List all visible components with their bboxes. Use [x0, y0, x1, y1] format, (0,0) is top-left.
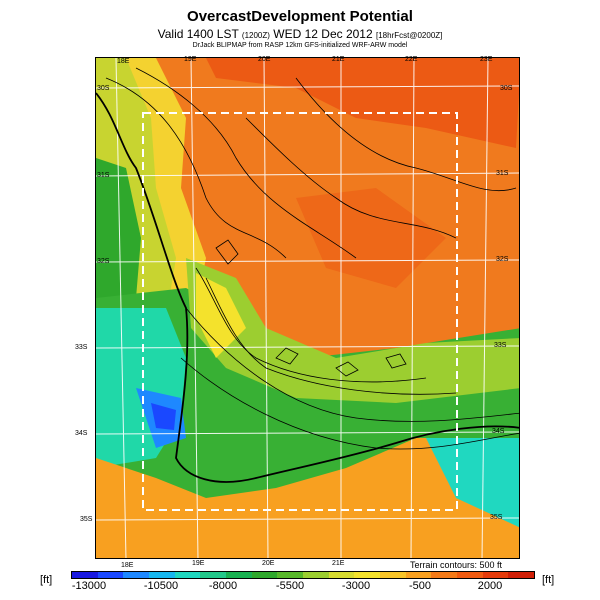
- lat-label-left: 33S: [75, 344, 88, 351]
- southeast-cyan: [426, 438, 519, 528]
- lat-label-left: 34S: [75, 430, 88, 437]
- lat-label-right: 33S: [494, 342, 507, 349]
- colorbar-swatch: [380, 572, 406, 578]
- map-panel: [95, 57, 520, 559]
- colorbar-swatch: [457, 572, 483, 578]
- colorbar-tick: -8000: [208, 580, 238, 592]
- graticule: [96, 58, 519, 558]
- lon-label-bottom: 19E: [192, 560, 205, 567]
- colorbar-swatch: [226, 572, 252, 578]
- colorbar-swatch: [354, 572, 381, 578]
- colorbar-swatch: [200, 572, 227, 578]
- valid-date: WED 12 Dec 2012: [273, 27, 373, 41]
- colorbar-tick: -500: [408, 580, 432, 592]
- lon-label-top: 19E: [184, 56, 197, 63]
- colorbar-swatch: [482, 572, 509, 578]
- colorbar-swatch: [508, 572, 535, 578]
- colorbar-swatch: [123, 572, 150, 578]
- ocean-deep-blue: [151, 403, 176, 430]
- lat-label-right: 31S: [496, 170, 509, 177]
- lat-label-left: 31S: [97, 172, 110, 179]
- lat-label-right: 30S: [500, 85, 513, 92]
- chart-title: OvercastDevelopment Potential: [187, 8, 413, 25]
- lat-label-left: 35S: [80, 516, 93, 523]
- colorbar-swatch: [303, 572, 329, 578]
- ridge-band: [186, 258, 519, 403]
- lat-label-left: 32S: [97, 258, 110, 265]
- lon-label-top: 18E: [117, 58, 130, 65]
- colorbar-swatch: [97, 572, 124, 578]
- unit-label-left: [ft]: [40, 574, 53, 586]
- coastline: [96, 92, 519, 483]
- inner-domain-frame: [142, 112, 458, 511]
- colorbar-tick: -10500: [143, 580, 179, 592]
- high-value-region: [296, 188, 446, 288]
- colorbar-swatch: [405, 572, 432, 578]
- lon-label-bottom: 21E: [332, 560, 345, 567]
- ridge-yellow: [196, 273, 246, 358]
- lat-label-right: 32S: [496, 256, 509, 263]
- colorbar-swatch: [431, 572, 458, 578]
- lat-label-right: 35S: [490, 514, 503, 521]
- colorbar-swatch: [277, 572, 304, 578]
- valid-time: Valid 1400 LST: [157, 27, 239, 41]
- colorbar-tick: -3000: [341, 580, 371, 592]
- lon-label-top: 22E: [405, 56, 418, 63]
- colorbar: [71, 571, 535, 579]
- high-value-region: [206, 58, 519, 148]
- forecast-info: [18hrFcst@0200Z]: [376, 31, 443, 40]
- credit-line: DrJack BLIPMAP from RASP 12km GFS-initia…: [192, 42, 408, 49]
- colorbar-tick: 2000: [477, 580, 503, 592]
- colorbar-tick: -13000: [71, 580, 107, 592]
- southern-coast-orange: [96, 438, 519, 558]
- lon-label-top: 21E: [332, 56, 345, 63]
- colorbar-swatch: [174, 572, 201, 578]
- ocean-green: [96, 158, 141, 298]
- colorbar-tick: -5500: [275, 580, 305, 592]
- colorbar-swatch: [251, 572, 278, 578]
- chart-subtitle: Valid 1400 LST (1200Z) WED 12 Dec 2012 […: [0, 27, 600, 41]
- utc-time: (1200Z): [241, 31, 270, 40]
- lon-label-top: 20E: [258, 56, 271, 63]
- terrain-contour-note: Terrain contours: 500 ft: [409, 560, 502, 570]
- unit-label-right: [ft]: [542, 574, 555, 586]
- lon-label-bottom: 18E: [121, 562, 134, 569]
- lon-label-top: 23E: [480, 56, 493, 63]
- colorbar-swatch: [328, 572, 355, 578]
- colorbar-swatch: [149, 572, 175, 578]
- lat-label-left: 30S: [97, 85, 110, 92]
- lon-label-bottom: 20E: [262, 560, 275, 567]
- colorbar-swatch: [72, 572, 98, 578]
- map-field: [96, 58, 519, 558]
- lat-label-right: 34S: [492, 428, 505, 435]
